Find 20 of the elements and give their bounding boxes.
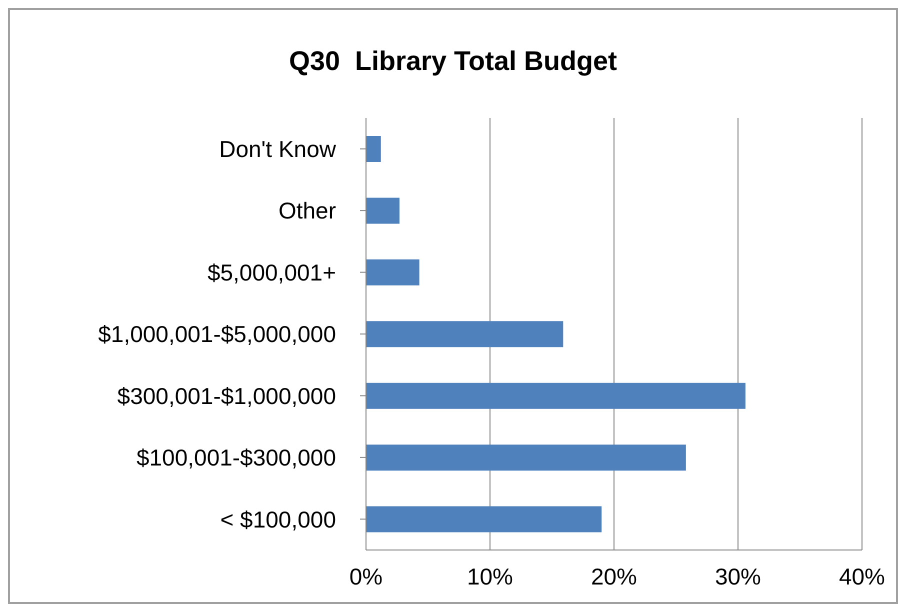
- bar: [366, 444, 686, 471]
- y-tick-label: Other: [278, 198, 336, 224]
- y-tick-label: $1,000,001-$5,000,000: [98, 321, 336, 348]
- chart-title: Q30 Library Total Budget: [288, 46, 618, 77]
- bar: [366, 382, 746, 409]
- x-tick-label: 30%: [714, 563, 762, 590]
- bar: [366, 259, 420, 286]
- y-tick-label: $5,000,001+: [207, 259, 336, 286]
- x-tick-label: 0%: [349, 563, 383, 590]
- x-tick-label: 10%: [466, 563, 514, 590]
- x-tick-label: 40%: [838, 563, 886, 590]
- y-tick-label: $100,001-$300,000: [136, 444, 336, 471]
- y-tick-label: < $100,000: [220, 506, 336, 532]
- bar: [366, 321, 564, 348]
- bar: [366, 198, 400, 224]
- y-tick-label: Don't Know: [219, 136, 336, 162]
- bar: [366, 506, 602, 532]
- bar: [366, 136, 381, 162]
- y-tick-label: $300,001-$1,000,000: [117, 382, 336, 409]
- x-tick-label: 20%: [590, 563, 638, 590]
